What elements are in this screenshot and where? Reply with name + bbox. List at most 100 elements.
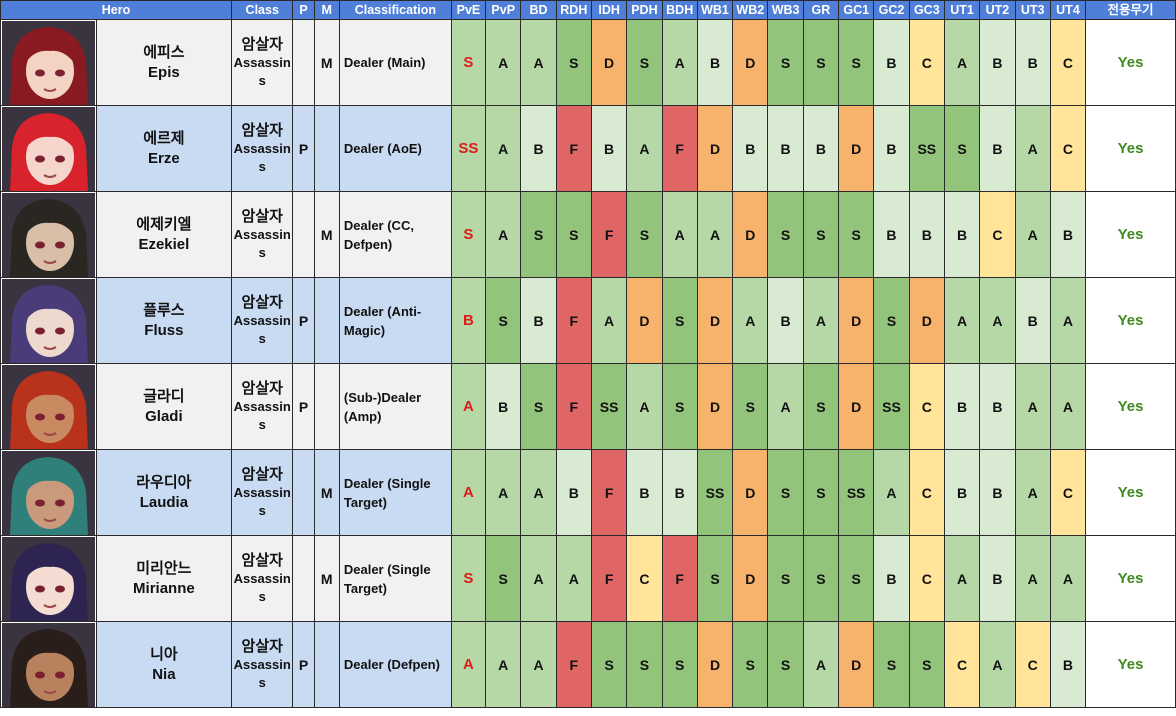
grade-bdh: A	[661, 191, 698, 278]
m-flag: M	[313, 191, 340, 278]
grade-bd: S	[520, 191, 557, 278]
grade-ut2: B	[979, 105, 1016, 192]
grade-ut2: B	[979, 19, 1016, 106]
grade-wb3: B	[767, 277, 804, 364]
header-ut4: UT4	[1049, 0, 1087, 20]
class-english-wrap: s	[258, 330, 266, 346]
hero-name-english: Nia	[152, 665, 176, 683]
grade-wb3: A	[767, 363, 804, 450]
hero-name-korean: 글라디	[143, 387, 185, 405]
header-pve: PvE	[450, 0, 487, 20]
m-flag: M	[313, 535, 340, 622]
grade-wb2: D	[732, 449, 769, 536]
hero-name-korean: 에제키엘	[136, 215, 192, 233]
grade-ut3: C	[1014, 621, 1051, 708]
hero-name-english: Gladi	[145, 407, 183, 425]
grade-bdh: B	[661, 449, 698, 536]
grade-bdh: S	[661, 363, 698, 450]
hero-row: 미리안느 Mirianne 암살자 Assassin s M Dealer (Single T…	[0, 535, 1176, 622]
classification-line-1: Dealer (Defpen)	[343, 657, 440, 672]
hero-class-cell: 암살자 Assassin s	[230, 19, 294, 106]
grade-pve: A	[450, 363, 487, 450]
class-korean: 암살자	[241, 207, 283, 225]
class-english: Assassin	[233, 656, 291, 672]
grade-bd: B	[520, 277, 557, 364]
p-flag	[292, 19, 315, 106]
grade-idh: A	[590, 277, 628, 364]
grade-idh: B	[590, 105, 628, 192]
hero-name-english: Ezekiel	[138, 235, 190, 253]
grade-gc3: B	[908, 191, 945, 278]
grade-ut4: A	[1049, 277, 1087, 364]
p-flag: P	[292, 363, 315, 450]
p-flag	[292, 449, 315, 536]
grade-gc2: B	[873, 535, 910, 622]
grade-rdh: F	[555, 621, 592, 708]
grade-rdh: F	[555, 277, 592, 364]
classification-line-2: (Amp)	[343, 408, 382, 424]
exclusive-weapon-cell: Yes	[1085, 621, 1176, 708]
grade-wb2: D	[732, 191, 769, 278]
exclusive-weapon-cell: Yes	[1085, 535, 1176, 622]
grade-idh: D	[590, 19, 628, 106]
grade-gr: S	[802, 363, 840, 450]
grade-gc1: S	[838, 191, 875, 278]
hero-portrait-cell	[0, 19, 97, 106]
grade-pvp: A	[485, 449, 522, 536]
grade-wb2: S	[732, 621, 769, 708]
grade-ut2: C	[979, 191, 1016, 278]
hero-row: 글라디 Gladi 암살자 Assassin s P (Sub-)Dealer (Amp) A B…	[0, 363, 1176, 450]
grade-pdh: C	[626, 535, 663, 622]
grade-ut3: A	[1014, 449, 1051, 536]
epis-portrait	[1, 20, 95, 105]
grade-pve: S	[450, 191, 487, 278]
header-wb3: WB3	[767, 0, 804, 20]
grade-pve: S	[450, 535, 487, 622]
grade-gc2: A	[873, 449, 910, 536]
hero-name-korean: 미리안느	[136, 559, 192, 577]
hero-name-korean: 에르제	[143, 129, 185, 147]
header-wb2: WB2	[732, 0, 769, 20]
hero-name-cell: 글라디 Gladi	[95, 363, 232, 450]
classification-cell: Dealer (Defpen)	[338, 621, 452, 708]
grade-ut3: A	[1014, 105, 1051, 192]
grade-gr: A	[802, 277, 840, 364]
hero-portrait-cell	[0, 105, 97, 192]
hero-class-cell: 암살자 Assassin s	[230, 449, 294, 536]
grade-idh: SS	[590, 363, 628, 450]
hero-class-cell: 암살자 Assassin s	[230, 363, 294, 450]
hero-name-korean: 에피스	[143, 43, 185, 61]
grade-gr: S	[802, 449, 840, 536]
classification-line-1: Dealer (CC,	[343, 217, 414, 233]
classification-line-2: Target)	[343, 494, 387, 510]
grade-pdh: S	[626, 191, 663, 278]
hero-portrait-cell	[0, 535, 97, 622]
header-p: P	[292, 0, 315, 20]
hero-name-english: Laudia	[139, 493, 189, 511]
hero-name-cell: 에르제 Erze	[95, 105, 232, 192]
grade-ut1: B	[943, 191, 981, 278]
grade-gc2: S	[873, 277, 910, 364]
hero-name-cell: 에제키엘 Ezekiel	[95, 191, 232, 278]
grade-rdh: S	[555, 19, 592, 106]
m-flag: M	[313, 449, 340, 536]
grade-gr: S	[802, 535, 840, 622]
class-korean: 암살자	[241, 121, 283, 139]
grade-wb3: S	[767, 535, 804, 622]
grade-ut1: S	[943, 105, 981, 192]
class-english: Assassin	[233, 484, 291, 500]
p-flag: P	[292, 105, 315, 192]
header-hero: Hero	[0, 0, 232, 20]
grade-wb1: D	[696, 277, 734, 364]
grade-gc2: S	[873, 621, 910, 708]
class-korean: 암살자	[241, 293, 283, 311]
grade-gc1: S	[838, 535, 875, 622]
hero-name-english: Erze	[148, 149, 180, 167]
header-pdh: PDH	[626, 0, 663, 20]
hero-portrait-cell	[0, 621, 97, 708]
grade-wb2: B	[732, 105, 769, 192]
grade-wb3: B	[767, 105, 804, 192]
header-wb1: WB1	[696, 0, 734, 20]
grade-bd: S	[520, 363, 557, 450]
grade-idh: F	[590, 449, 628, 536]
